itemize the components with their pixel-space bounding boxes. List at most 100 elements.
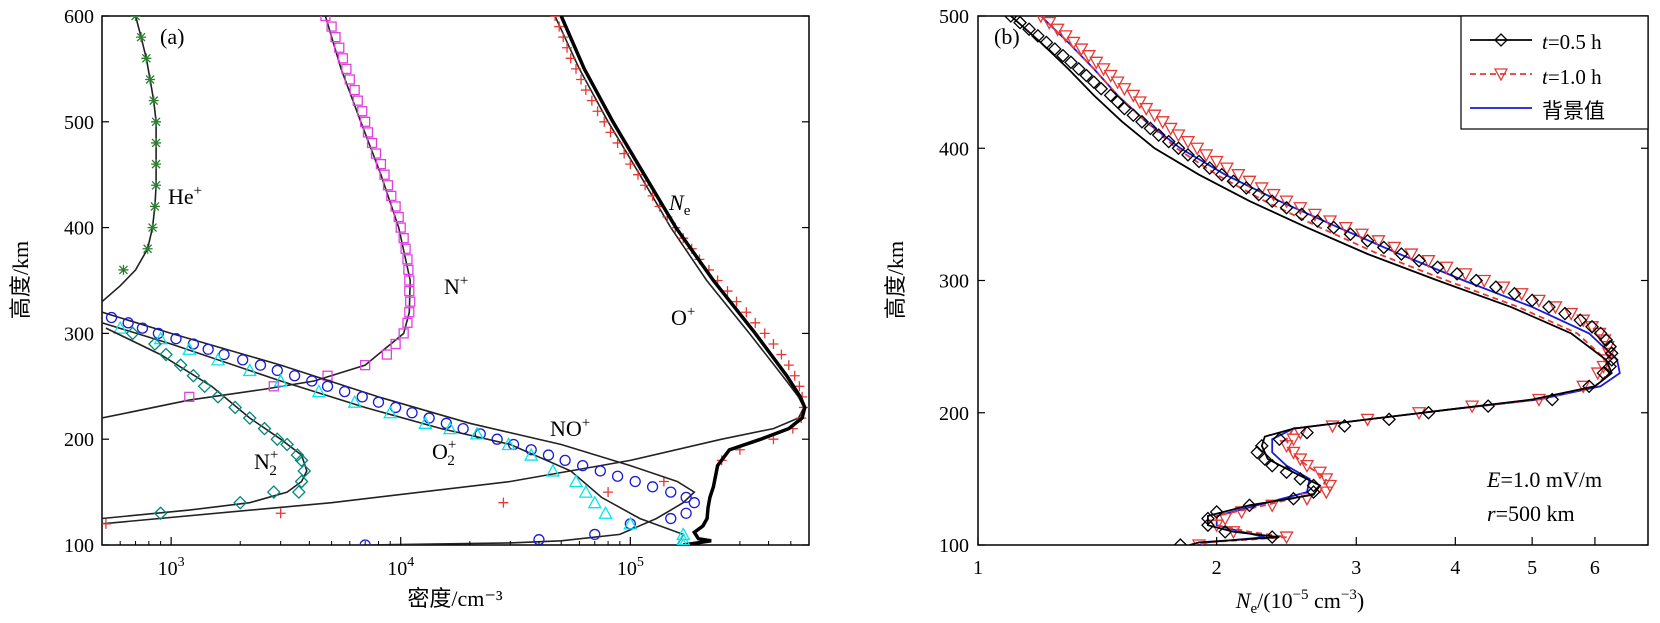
legend: t=0.5 h t=1.0 h 背景值 (1460, 15, 1649, 130)
marker-o-31 (768, 338, 779, 349)
b-xtick-label: 1 (973, 557, 983, 579)
marker-n-18 (390, 201, 401, 212)
a-ytick-label: 200 (64, 429, 94, 451)
series-he (102, 16, 162, 303)
marker-t05h-66 (1265, 458, 1280, 473)
marker-t05h-43 (1525, 293, 1540, 308)
marker-t05h-61 (1300, 425, 1314, 440)
marker-o-14 (625, 159, 636, 170)
marker-t10h-20 (1190, 142, 1205, 156)
marker-t05h-18 (1151, 128, 1166, 142)
marker-n-31 (390, 338, 401, 350)
b-ytick-label: 100 (939, 535, 969, 557)
marker-t10h-12 (1126, 89, 1141, 103)
marker-t10h-68 (1319, 473, 1334, 487)
marker-t10h-5 (1074, 43, 1089, 57)
marker-no-35 (688, 497, 700, 509)
marker-t10h-28 (1279, 195, 1294, 209)
marker-o-27 (731, 296, 742, 307)
marker-he-0 (130, 16, 141, 21)
marker-t05h-6 (1056, 48, 1070, 63)
marker-t05h-13 (1110, 95, 1125, 109)
marker-t10h-56 (1531, 393, 1547, 407)
marker-t05h-4 (1039, 35, 1054, 50)
annotation-e-field: E=1.0 mV/m (1486, 467, 1602, 492)
marker-n-36 (184, 391, 195, 403)
marker-he-4 (148, 95, 159, 106)
marker-t10h-39 (1458, 268, 1473, 282)
label-n2: N+ 2 (254, 447, 278, 479)
marker-n-12 (366, 137, 378, 149)
marker-no-23 (491, 433, 503, 445)
marker-he-7 (151, 159, 162, 170)
marker-n-4 (186, 368, 201, 383)
label-no: NO+ (550, 415, 590, 441)
marker-t10h-2 (1050, 23, 1065, 37)
marker-no-15 (356, 391, 368, 403)
marker-n-1 (147, 337, 162, 351)
marker-t10h-22 (1209, 155, 1224, 169)
marker-t10h-0 (1036, 16, 1045, 24)
marker-t10h-36 (1404, 248, 1419, 262)
marker-o-6 (311, 384, 326, 398)
marker-n-2 (330, 32, 341, 43)
marker-n-33 (360, 359, 371, 371)
marker-t05h-25 (1226, 174, 1241, 189)
marker-o-19 (623, 516, 638, 530)
marker-t05h-29 (1279, 200, 1294, 215)
marker-no-29 (594, 465, 606, 477)
marker-t05h-0 (1003, 16, 1018, 23)
marker-no-1 (122, 317, 134, 329)
marker-t05h-53 (1603, 359, 1617, 374)
marker-t05h-56 (1545, 392, 1560, 407)
marker-t10h-15 (1147, 109, 1162, 123)
marker-t10h-55 (1576, 380, 1591, 394)
marker-t05h-42 (1507, 286, 1522, 301)
marker-no-6 (202, 343, 214, 355)
marker-t05h-44 (1542, 300, 1556, 314)
marker-no-30 (611, 470, 624, 482)
marker-no-28 (577, 459, 589, 472)
marker-o-10 (599, 116, 610, 127)
marker-t05h-9 (1079, 68, 1094, 83)
marker-t10h-44 (1548, 301, 1563, 315)
marker-no-3 (152, 327, 165, 340)
marker-t10h-35 (1387, 241, 1402, 255)
a-ytick-label: 600 (64, 6, 94, 28)
marker-t10h-60 (1325, 420, 1340, 434)
marker-no-10 (271, 364, 283, 377)
marker-no-8 (237, 354, 249, 366)
marker-t05h-45 (1558, 306, 1572, 321)
b-ytick-label: 300 (939, 271, 969, 293)
marker-t05h-75 (1201, 518, 1215, 533)
marker-t05h-10 (1086, 75, 1101, 90)
marker-o-0 (550, 16, 561, 21)
marker-no-13 (321, 380, 334, 392)
marker-o-5 (273, 373, 288, 387)
marker-o-22 (679, 537, 688, 545)
label-he: He+ (168, 183, 202, 209)
marker-no-26 (542, 449, 555, 461)
marker-o-35 (794, 381, 805, 392)
marker-t05h-52 (1604, 352, 1619, 367)
marker-t05h-76 (1218, 524, 1233, 539)
series-n (102, 16, 416, 419)
marker-t05h-30 (1294, 207, 1309, 222)
marker-t10h-3 (1058, 30, 1073, 44)
panel-a-series (102, 16, 809, 545)
marker-t10h-78 (1191, 539, 1207, 545)
marker-t05h-14 (1117, 101, 1132, 116)
marker-o-16 (578, 484, 593, 498)
marker-n-9 (257, 421, 272, 436)
marker-t05h-12 (1103, 88, 1118, 103)
marker-t05h-70 (1306, 485, 1321, 500)
marker-n-6 (344, 74, 355, 85)
series-line-o (102, 322, 685, 545)
marker-t05h-68 (1293, 471, 1308, 486)
marker-o-5 (571, 63, 582, 74)
marker-n-0 (320, 16, 331, 22)
marker-t05h-3 (1030, 28, 1045, 43)
marker-no-11 (288, 370, 301, 382)
